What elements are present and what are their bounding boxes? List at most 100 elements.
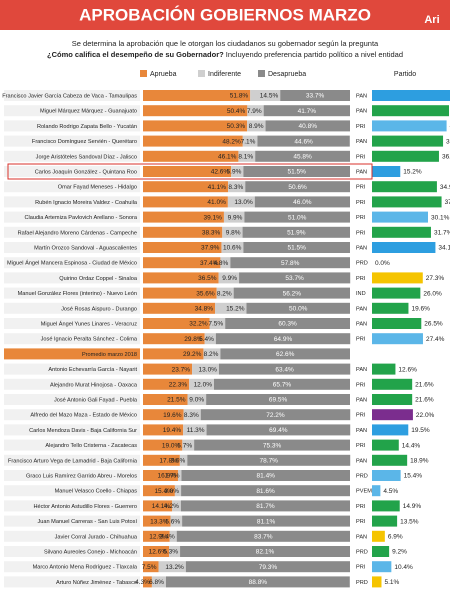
- value-label: 51.9%: [287, 230, 306, 237]
- value-label: 78.7%: [260, 458, 279, 465]
- party-bar: [372, 135, 444, 147]
- value-label: 65.7%: [273, 382, 292, 389]
- value-label: 53.7%: [285, 275, 304, 282]
- bar-segment: [182, 439, 195, 451]
- party-bar: [372, 454, 408, 466]
- value-label: 35.6%: [196, 290, 215, 297]
- value-label: 83.7%: [254, 534, 273, 541]
- value-label: 38.3%: [202, 230, 221, 237]
- bar-segment: [220, 257, 231, 269]
- party-bar: [372, 150, 439, 162]
- party-value-label: 18.9%: [410, 458, 429, 465]
- value-label: 12.6%: [149, 549, 168, 556]
- row-label-band: [4, 470, 140, 481]
- bar-segment: [218, 363, 351, 375]
- value-label: 50.6%: [288, 184, 307, 191]
- party-value-label: 21.6%: [415, 397, 434, 404]
- bar-segment: [143, 135, 243, 147]
- row-label-band: [4, 302, 140, 314]
- category-label: Miguel Ángel Yunes Linares - Veracruz: [41, 320, 137, 327]
- value-label: 15.2%: [226, 306, 245, 313]
- bar-segment: [143, 105, 248, 117]
- value-label: 48.2%: [222, 138, 241, 145]
- bar-segment: [151, 576, 166, 588]
- bar-segment: [221, 242, 244, 253]
- bar-segment: [215, 333, 351, 345]
- bar-segment: [242, 226, 350, 238]
- row-label-band: [4, 348, 140, 360]
- party-value-label: 15.4%: [404, 473, 423, 480]
- bar-segment: [206, 424, 351, 436]
- party-label: PAN: [356, 321, 367, 327]
- category-label: Graco Luis Ramírez Garrido Abreu - Morel…: [26, 473, 137, 479]
- value-label: 8.3%: [228, 184, 243, 191]
- bar-segment: [179, 454, 188, 466]
- party-bar: [372, 90, 450, 101]
- value-label: 8.2%: [217, 290, 232, 297]
- bar-segment: [265, 120, 350, 132]
- bar-segment: [214, 378, 350, 390]
- value-label: 15.4%: [154, 488, 173, 495]
- value-label: 7.9%: [247, 108, 262, 115]
- party-value-label: 27.3%: [426, 275, 445, 282]
- party-value-label: 30.1%: [431, 214, 450, 221]
- bar-segment: [209, 318, 226, 329]
- bar-segment: [143, 272, 219, 284]
- category-label: Marco Antonio Mena Rodríguez - Tlaxcala: [33, 565, 138, 571]
- value-label: 34.8%: [195, 306, 214, 313]
- value-label: 1.7%: [165, 473, 180, 480]
- party-bar: [372, 394, 413, 405]
- party-value-label: 12.6%: [398, 366, 417, 373]
- party-value-label: 9.2%: [392, 549, 407, 556]
- bar-segment: [180, 500, 350, 512]
- category-label: Omar Fayad Meneses - Hidalgo: [58, 185, 137, 191]
- value-label: 29.2%: [183, 351, 202, 358]
- bar-segment: [185, 561, 350, 573]
- bar-segment: [143, 242, 222, 253]
- party-value-label: 14.9%: [403, 503, 422, 510]
- bar-segment: [187, 394, 207, 405]
- bar-segment: [225, 318, 350, 329]
- party-label: PRI: [356, 185, 366, 191]
- party-label: PRI: [356, 382, 366, 388]
- chart-title: APROBACIÓN GOBIERNOS MARZO: [79, 5, 371, 24]
- row-label-band: [4, 318, 140, 329]
- value-label: 81.1%: [257, 518, 276, 525]
- category-label: Promedio marzo 2018: [82, 352, 137, 358]
- value-label: 81.6%: [256, 488, 275, 495]
- value-label: 41.0%: [207, 199, 226, 206]
- value-label: 12.9%: [149, 534, 168, 541]
- bar-segment: [227, 196, 255, 208]
- bar-segment: [183, 409, 201, 421]
- row-label-band: [4, 90, 140, 101]
- value-label: 36.5%: [198, 275, 217, 282]
- bar-segment: [143, 211, 224, 223]
- bar-segment: [230, 257, 350, 269]
- party-label: PRI: [356, 215, 366, 221]
- category-label: Francisco Domínguez Servién - Querétaro: [32, 139, 137, 145]
- bar-segment: [176, 530, 350, 542]
- row-label-band: [4, 242, 140, 253]
- value-label: 56.2%: [283, 290, 302, 297]
- party-bar: [372, 302, 409, 314]
- party-value-label: 34.9%: [440, 184, 450, 191]
- row-label-band: [4, 150, 140, 162]
- party-bar: [372, 470, 401, 481]
- value-label: 4.2%: [164, 503, 179, 510]
- value-label: 9.8%: [226, 230, 241, 237]
- party-value-label: 38.2%: [446, 138, 450, 145]
- value-label: 50.0%: [289, 306, 308, 313]
- party-label: PAN: [356, 306, 367, 312]
- bar-segment: [143, 576, 152, 588]
- party-label: PRI: [356, 565, 366, 571]
- party-bar: [372, 363, 396, 375]
- bar-segment: [247, 120, 266, 132]
- value-label: 22.3%: [169, 382, 188, 389]
- value-label: 57.8%: [281, 260, 300, 267]
- party-bar: [372, 515, 398, 527]
- party-bar: [372, 272, 423, 284]
- row-label-band: [4, 363, 140, 375]
- party-label: PRI: [356, 337, 366, 343]
- value-label: 69.4%: [269, 427, 288, 434]
- bar-segment: [143, 226, 223, 238]
